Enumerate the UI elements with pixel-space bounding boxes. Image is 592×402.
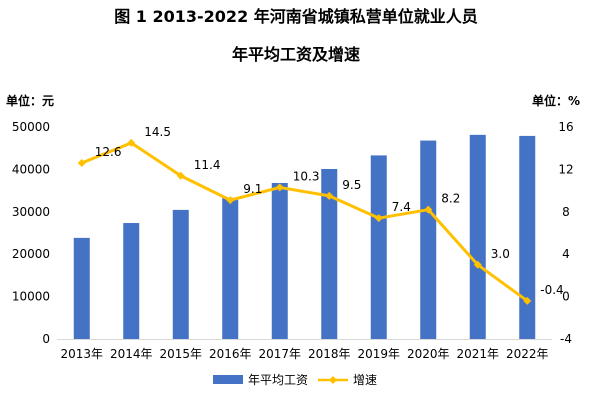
bar-8 <box>469 134 486 339</box>
growth-point-2 <box>176 171 185 180</box>
chart-title-line2: 年平均工资及增速 <box>232 45 360 64</box>
left-tick-3: 30000 <box>12 205 50 219</box>
growth-line-path <box>81 141 529 303</box>
bar-2 <box>172 209 189 339</box>
growth-point-5 <box>325 191 334 200</box>
bar-3 <box>222 197 239 339</box>
legend-label-bar: 年平均工资 <box>248 373 308 387</box>
bar-9 <box>519 135 536 339</box>
data-label-0: 12.6 <box>95 145 122 159</box>
legend-swatch-bar <box>213 375 243 384</box>
x-tick-2: 2015年 <box>159 347 202 361</box>
x-tick-9: 2022年 <box>506 347 549 361</box>
growth-point-8 <box>473 260 482 269</box>
growth-point-7 <box>424 205 433 214</box>
left-tick-1: 10000 <box>12 290 50 304</box>
bar-1 <box>123 223 140 339</box>
x-tick-7: 2020年 <box>407 347 450 361</box>
data-label-4: 10.3 <box>293 169 320 183</box>
right-tick-4: 12 <box>558 162 573 176</box>
right-tick-0: -4 <box>560 332 572 346</box>
left-axis-ticks: 0 10000 20000 30000 40000 50000 <box>12 120 50 346</box>
right-axis-unit: 单位：% <box>532 93 580 108</box>
data-label-3: 9.1 <box>243 182 262 196</box>
right-tick-5: 16 <box>558 120 573 134</box>
left-tick-4: 40000 <box>12 162 50 176</box>
x-tick-3: 2016年 <box>209 347 252 361</box>
growth-point-1 <box>127 138 136 147</box>
growth-point-9 <box>523 296 532 305</box>
bar-6 <box>370 155 387 339</box>
left-tick-0: 0 <box>42 332 50 346</box>
chart-title-line1: 图 1 2013-2022 年河南省城镇私营单位就业人员 <box>114 7 478 26</box>
legend-label-line: 增速 <box>353 373 377 387</box>
right-tick-3: 8 <box>562 205 570 219</box>
bar-series <box>73 134 536 339</box>
growth-point-4 <box>275 183 284 192</box>
x-axis-ticks: 2013年 2014年 2015年 2016年 2017年 2018年 2019年 2020年… <box>60 347 548 361</box>
legend: 年平均工资 增速 <box>213 373 377 387</box>
x-tick-1: 2014年 <box>110 347 153 361</box>
bar-7 <box>420 140 437 339</box>
right-axis-ticks: -4 0 4 8 12 16 <box>558 120 573 346</box>
right-tick-1: 0 <box>562 290 570 304</box>
legend-marker-line <box>329 376 337 384</box>
x-tick-5: 2018年 <box>308 347 351 361</box>
left-axis-unit: 单位：元 <box>6 93 54 108</box>
left-tick-5: 50000 <box>12 120 50 134</box>
growth-point-0 <box>77 159 86 168</box>
data-label-9: -0.4 <box>540 283 563 297</box>
data-label-5: 9.5 <box>342 178 361 192</box>
data-label-1: 14.5 <box>144 125 171 139</box>
growth-point-6 <box>374 214 383 223</box>
x-tick-8: 2021年 <box>456 347 499 361</box>
right-tick-2: 4 <box>562 247 570 261</box>
data-label-2: 11.4 <box>194 158 221 172</box>
line-series: 12.6 14.5 11.4 9.1 10.3 9.5 7.4 8.2 3.0 -0.4 <box>77 125 564 305</box>
bar-0 <box>73 237 90 339</box>
data-label-8: 3.0 <box>491 247 510 261</box>
x-tick-6: 2019年 <box>357 347 400 361</box>
growth-point-3 <box>226 196 235 205</box>
bar-5 <box>321 168 338 339</box>
x-tick-4: 2017年 <box>258 347 301 361</box>
data-label-7: 8.2 <box>441 192 460 206</box>
data-label-6: 7.4 <box>392 200 411 214</box>
left-tick-2: 20000 <box>12 247 50 261</box>
bar-4 <box>271 182 288 339</box>
x-tick-0: 2013年 <box>60 347 103 361</box>
